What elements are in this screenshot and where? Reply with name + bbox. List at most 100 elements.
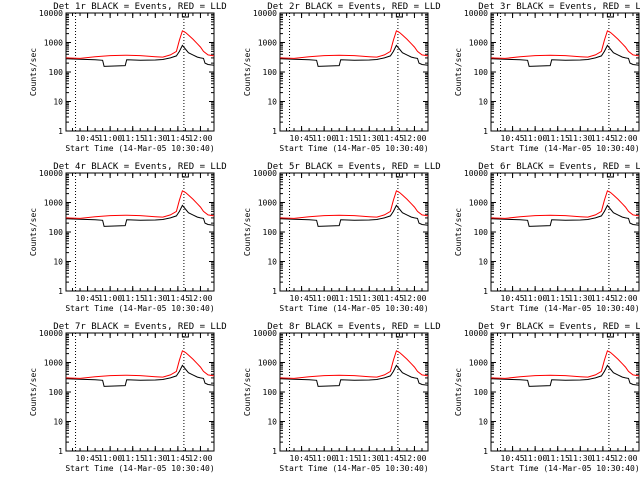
x-tick-label: 11:00	[312, 134, 336, 143]
x-tick-label: 11:30	[143, 134, 167, 143]
x-tick-label: 11:00	[312, 454, 336, 463]
events-series-line	[279, 44, 429, 67]
x-tick-label: 11:30	[357, 454, 381, 463]
y-tick-label: 100	[474, 388, 489, 397]
y-axis-label: Counts/sec	[29, 48, 38, 96]
x-tick-label: 11:30	[357, 134, 381, 143]
y-tick-label: 10000	[39, 169, 63, 178]
x-tick-label: 10:45	[290, 294, 314, 303]
x-tick-label: 11:00	[523, 454, 547, 463]
x-tick-label: 11:30	[143, 454, 167, 463]
y-axis-label: Counts/sec	[29, 208, 38, 256]
x-axis-label: Start Time (14-Mar-05 10:30:40)	[279, 304, 428, 313]
y-tick-label: 10	[267, 98, 277, 107]
plot-frame	[65, 172, 215, 292]
panel-title: Det 4r BLACK = Events, RED = LLD	[53, 162, 226, 172]
lld-series-line	[279, 350, 429, 379]
y-tick-label: 100	[263, 388, 278, 397]
lld-series-line	[490, 350, 640, 379]
y-tick-label: 10	[478, 98, 488, 107]
panel-title: Det 8r BLACK = Events, RED = LLD	[267, 322, 440, 332]
x-tick-label: 12:00	[402, 294, 426, 303]
events-series-line	[490, 364, 640, 387]
y-tick-label: 1000	[258, 359, 277, 368]
plot-frame	[65, 12, 215, 132]
x-axis-label: Start Time (14-Mar-05 10:30:40)	[279, 144, 428, 153]
x-tick-label: 11:45	[591, 454, 615, 463]
y-tick-label: 1	[483, 447, 488, 456]
y-tick-label: 100	[49, 228, 64, 237]
flag-bracket	[181, 13, 189, 18]
events-series-line	[279, 204, 429, 227]
y-tick-label: 1	[272, 287, 277, 296]
x-tick-label: 11:30	[568, 294, 592, 303]
panel-title: Det 1r BLACK = Events, RED = LLD	[53, 2, 226, 12]
x-tick-label: 12:00	[613, 134, 637, 143]
plot-frame	[279, 12, 429, 132]
y-tick-label: 10	[53, 418, 63, 427]
x-tick-label: 11:00	[98, 134, 122, 143]
x-tick-label: 11:15	[335, 454, 359, 463]
y-axis-label: Counts/sec	[454, 208, 463, 256]
y-tick-label: 10000	[39, 9, 63, 18]
y-tick-label: 10	[478, 258, 488, 267]
lld-series-line	[65, 190, 215, 219]
panel-title: Det 3r BLACK = Events, RED = LLD	[478, 2, 640, 12]
flag-bracket	[181, 173, 189, 178]
x-tick-label: 10:45	[76, 294, 100, 303]
x-tick-label: 11:15	[335, 134, 359, 143]
y-tick-label: 1	[483, 127, 488, 136]
x-tick-label: 11:30	[568, 454, 592, 463]
x-tick-label: 12:00	[188, 134, 212, 143]
plot-frame	[490, 172, 640, 292]
x-tick-label: 11:15	[546, 294, 570, 303]
flag-bracket	[606, 333, 614, 338]
y-tick-label: 1	[58, 287, 63, 296]
x-tick-label: 11:30	[568, 134, 592, 143]
panel-title: Det 9r BLACK = Events, RED = LLD	[478, 322, 640, 332]
flag-bracket	[395, 13, 403, 18]
detector-panel: Det 1r BLACK = Events, RED = LLD 1 10 100 10…	[29, 2, 227, 153]
y-axis-label: Counts/sec	[243, 48, 252, 96]
y-tick-label: 1000	[469, 359, 488, 368]
x-tick-label: 10:45	[290, 454, 314, 463]
y-tick-label: 1000	[44, 39, 63, 48]
y-tick-label: 1000	[44, 359, 63, 368]
flag-bracket	[181, 333, 189, 338]
x-tick-label: 11:45	[166, 454, 190, 463]
lld-series-line	[279, 30, 429, 59]
detector-panel: Det 6r BLACK = Events, RED = LLD 1 10 100 10…	[454, 162, 640, 313]
x-tick-label: 11:45	[380, 294, 404, 303]
detector-panel: Det 4r BLACK = Events, RED = LLD 1 10 100 10…	[29, 162, 227, 313]
x-tick-label: 11:30	[357, 294, 381, 303]
x-tick-label: 11:45	[380, 454, 404, 463]
x-axis-label: Start Time (14-Mar-05 10:30:40)	[490, 144, 639, 153]
x-tick-label: 11:30	[143, 294, 167, 303]
flag-bracket	[606, 173, 614, 178]
y-axis-label: Counts/sec	[243, 368, 252, 416]
y-tick-label: 100	[49, 388, 64, 397]
y-tick-label: 1000	[469, 199, 488, 208]
x-tick-label: 11:15	[121, 134, 145, 143]
y-tick-label: 1000	[258, 39, 277, 48]
x-tick-label: 11:45	[380, 134, 404, 143]
panel-title: Det 6r BLACK = Events, RED = LLD	[478, 162, 640, 172]
x-tick-label: 12:00	[402, 134, 426, 143]
plot-frame	[490, 12, 640, 132]
x-axis-label: Start Time (14-Mar-05 10:30:40)	[490, 464, 639, 473]
events-series-line	[490, 44, 640, 67]
x-tick-label: 11:00	[98, 454, 122, 463]
panel-title: Det 5r BLACK = Events, RED = LLD	[267, 162, 440, 172]
y-tick-label: 100	[474, 68, 489, 77]
x-tick-label: 11:45	[591, 134, 615, 143]
events-series-line	[65, 204, 215, 227]
events-series-line	[65, 44, 215, 67]
plot-frame	[490, 332, 640, 452]
x-tick-label: 10:45	[290, 134, 314, 143]
y-tick-label: 1	[272, 127, 277, 136]
y-tick-label: 10000	[253, 9, 277, 18]
x-tick-label: 10:45	[76, 134, 100, 143]
x-axis-label: Start Time (14-Mar-05 10:30:40)	[490, 304, 639, 313]
events-series-line	[279, 364, 429, 387]
